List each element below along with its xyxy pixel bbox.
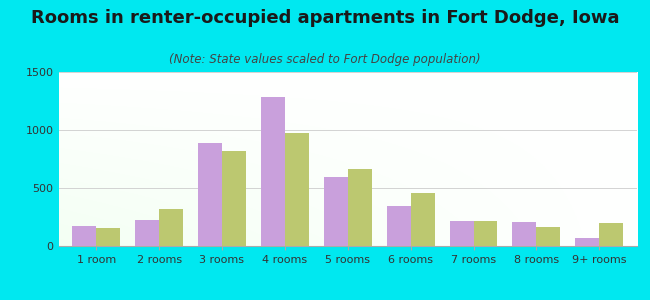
- Text: Rooms in renter-occupied apartments in Fort Dodge, Iowa: Rooms in renter-occupied apartments in F…: [31, 9, 619, 27]
- Bar: [285, 133, 309, 246]
- Bar: [261, 97, 285, 246]
- Bar: [198, 143, 222, 246]
- Bar: [450, 221, 473, 246]
- Bar: [96, 228, 120, 246]
- Bar: [575, 238, 599, 246]
- Bar: [599, 224, 623, 246]
- Bar: [222, 151, 246, 246]
- Bar: [348, 169, 372, 246]
- Text: (Note: State values scaled to Fort Dodge population): (Note: State values scaled to Fort Dodge…: [169, 52, 481, 65]
- Bar: [159, 209, 183, 246]
- Bar: [536, 227, 560, 246]
- Bar: [411, 193, 435, 246]
- Bar: [473, 221, 497, 246]
- Bar: [387, 206, 411, 246]
- Bar: [72, 226, 96, 246]
- Bar: [512, 222, 536, 246]
- Bar: [135, 220, 159, 246]
- Bar: [324, 177, 348, 246]
